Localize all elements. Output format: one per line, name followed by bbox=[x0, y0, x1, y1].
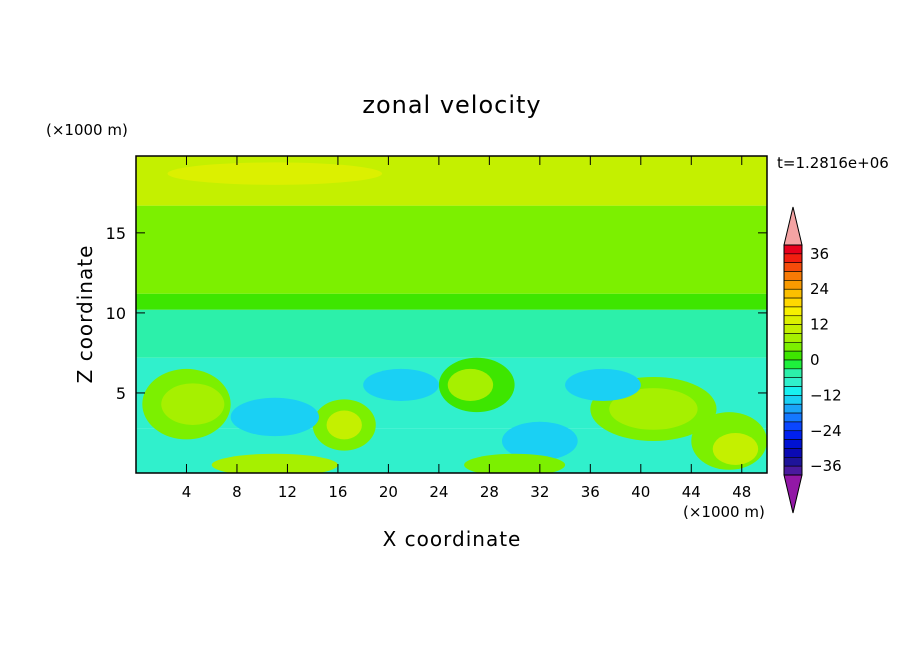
contour-feature-17 bbox=[211, 453, 338, 473]
x-tick-label: 28 bbox=[480, 483, 499, 501]
colorbar-tick-label: −24 bbox=[810, 422, 842, 440]
colorbar-frame bbox=[783, 244, 803, 476]
y-axis-label: Z coordinate bbox=[73, 245, 97, 384]
colorbar-swatch bbox=[783, 448, 803, 458]
y-tick-label: 15 bbox=[106, 224, 126, 243]
colorbar: 36 24 12 0 −12 −24 −36 bbox=[783, 206, 842, 514]
contour-feature-16 bbox=[501, 421, 578, 461]
colorbar-swatch bbox=[783, 306, 803, 317]
colorbar-swatch bbox=[783, 244, 803, 255]
contour-feature-15 bbox=[565, 368, 641, 401]
x-tick-label: 12 bbox=[278, 483, 297, 501]
x-tick-label: 20 bbox=[379, 483, 398, 501]
contour-feature-8 bbox=[447, 368, 494, 401]
x-tick-label: 32 bbox=[530, 483, 549, 501]
time-label: t=1.2816e+06 bbox=[777, 154, 889, 172]
x-axis: 4 8 12 16 20 24 28 32 36 40 44 48 bbox=[182, 156, 751, 501]
colorbar-upper-extend bbox=[783, 206, 803, 246]
contour-feature-2 bbox=[539, 173, 616, 187]
contour-feature-13 bbox=[230, 397, 319, 437]
y-axis: 5 10 15 bbox=[106, 224, 767, 403]
plot-frame bbox=[135, 155, 768, 474]
colorbar-swatch bbox=[783, 271, 803, 281]
colorbar-swatch bbox=[783, 465, 803, 476]
colorbar-swatch bbox=[783, 439, 803, 449]
contour-layer-5 bbox=[136, 205, 767, 294]
colorbar-tick-label: −36 bbox=[810, 457, 842, 475]
colorbar-swatch bbox=[783, 324, 803, 334]
colorbar-tick-label: −12 bbox=[810, 386, 842, 404]
contour-feature-14 bbox=[363, 368, 439, 401]
contour-layer-4 bbox=[136, 293, 767, 310]
colorbar-tick-label: 0 bbox=[810, 351, 820, 369]
colorbar-swatch bbox=[783, 280, 803, 290]
colorbar-swatch bbox=[783, 430, 803, 440]
contour-feature-12 bbox=[712, 432, 759, 465]
contour-feature-10 bbox=[609, 388, 698, 430]
colorbar-swatch bbox=[783, 297, 803, 308]
contour-field bbox=[136, 156, 767, 473]
colorbar-swatch bbox=[783, 368, 803, 378]
colorbar-swatch bbox=[783, 359, 803, 370]
contour-layer-3 bbox=[136, 309, 767, 358]
colorbar-swatch bbox=[783, 315, 803, 325]
y-tick-label: 5 bbox=[116, 384, 126, 403]
colorbar-swatch bbox=[783, 288, 803, 299]
colorbar-tick-label: 24 bbox=[810, 280, 829, 298]
colorbar-swatch bbox=[783, 377, 803, 387]
colorbar-swatch bbox=[783, 421, 803, 432]
colorbar-swatch bbox=[783, 350, 803, 361]
chart-title: zonal velocity bbox=[362, 91, 541, 119]
colorbar-tick-label: 12 bbox=[810, 316, 829, 334]
x-tick-label: 36 bbox=[581, 483, 600, 501]
x-tick-label: 40 bbox=[631, 483, 650, 501]
colorbar-swatch bbox=[783, 457, 803, 467]
colorbar-lower-extend bbox=[783, 474, 803, 514]
colorbar-swatch bbox=[783, 342, 803, 352]
y-unit-label: (×1000 m) bbox=[46, 121, 128, 139]
x-tick-label: 44 bbox=[682, 483, 701, 501]
colorbar-swatch bbox=[783, 253, 803, 263]
x-tick-label: 8 bbox=[232, 483, 242, 501]
x-tick-label: 48 bbox=[732, 483, 751, 501]
colorbar-swatch bbox=[783, 412, 803, 423]
colorbar-tick-label: 36 bbox=[810, 245, 829, 263]
y-tick-label: 10 bbox=[106, 304, 126, 323]
x-tick-label: 4 bbox=[182, 483, 192, 501]
colorbar-swatch bbox=[783, 395, 803, 405]
x-tick-label: 16 bbox=[328, 483, 347, 501]
x-unit-label: (×1000 m) bbox=[683, 503, 765, 521]
colorbar-swatch bbox=[783, 333, 803, 343]
contour-feature-6 bbox=[326, 410, 362, 440]
colorbar-swatch bbox=[783, 386, 803, 396]
x-axis-label: X coordinate bbox=[383, 527, 522, 551]
x-tick-label: 24 bbox=[429, 483, 448, 501]
colorbar-swatch bbox=[783, 262, 803, 272]
contour-feature-4 bbox=[161, 383, 225, 425]
colorbar-swatch bbox=[783, 403, 803, 414]
contour-feature-1 bbox=[167, 162, 383, 185]
